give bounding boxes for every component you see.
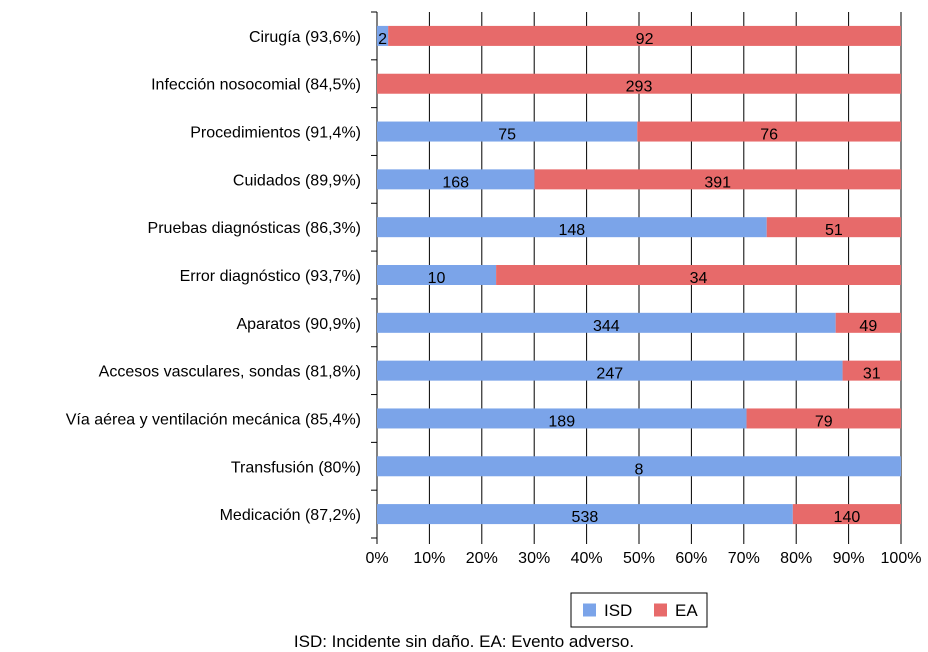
data-label: 293: [626, 79, 653, 96]
bar-segment-ea: [496, 265, 901, 285]
data-label: 31: [863, 366, 881, 383]
bar-segment-isd: [377, 504, 793, 525]
data-label: 34: [690, 270, 708, 287]
bar-segment-isd: [377, 169, 535, 190]
data-label: 2: [378, 31, 387, 48]
data-label: 76: [760, 127, 778, 144]
category-label: Pruebas diagnósticas (86,3%): [148, 220, 361, 237]
bar-segment-ea: [534, 169, 901, 190]
category-label: Error diagnóstico (93,7%): [180, 268, 361, 285]
x-tick-label: 30%: [518, 550, 550, 567]
data-label: 92: [636, 31, 654, 48]
data-label: 148: [559, 222, 586, 239]
legend-label: ISD: [604, 601, 632, 620]
category-label: Cuidados (89,9%): [233, 172, 361, 189]
legend-swatch-isd: [583, 603, 596, 617]
data-label: 168: [442, 174, 469, 191]
bar-segment-ea: [792, 504, 901, 525]
data-label: 391: [704, 174, 731, 191]
bar-segment-ea: [746, 408, 901, 429]
data-label: 75: [498, 127, 516, 144]
x-tick-label: 20%: [466, 550, 498, 567]
category-label: Vía aérea y ventilación mecánica (85,4%): [66, 411, 361, 428]
bar-segment-isd: [377, 25, 389, 46]
x-tick-label: 80%: [780, 550, 812, 567]
data-label: 189: [548, 413, 575, 430]
data-label: 49: [859, 318, 877, 335]
bar-segment-ea: [842, 360, 901, 381]
chart-caption: ISD: Incidente sin daño. EA: Evento adve…: [293, 632, 635, 651]
data-label: 79: [815, 413, 833, 430]
bar-segment-isd: [377, 217, 767, 238]
data-label: 10: [428, 270, 446, 287]
x-tick-label: 50%: [623, 550, 655, 567]
category-label: Aparatos (90,9%): [236, 316, 361, 333]
category-label: Infección nosocomial (84,5%): [151, 77, 361, 94]
bar-segment-ea: [637, 121, 901, 142]
bar-segment-ea: [377, 73, 901, 94]
x-tick-label: 10%: [413, 550, 445, 567]
data-label: 51: [825, 222, 843, 239]
x-tick-label: 100%: [881, 550, 922, 567]
category-label: Accesos vasculares, sondas (81,8%): [99, 364, 361, 381]
legend-swatch-ea: [654, 603, 667, 617]
bar-segment-ea: [835, 312, 901, 333]
category-label: Cirugía (93,6%): [249, 29, 361, 46]
x-tick-label: 70%: [728, 550, 760, 567]
x-tick-label: 60%: [675, 550, 707, 567]
bar-segment-isd: [377, 121, 638, 142]
category-label: Transfusión (80%): [231, 459, 361, 476]
bar-segment-isd: [377, 360, 843, 381]
bar-segment-isd: [377, 265, 497, 285]
x-tick-label: 40%: [571, 550, 603, 567]
bar-segment-isd: [377, 312, 836, 333]
data-label: 140: [834, 509, 861, 526]
bar-segment-isd: [377, 408, 747, 429]
category-label: Medicación (87,2%): [220, 507, 361, 524]
legend-label: EA: [675, 601, 698, 620]
data-label: 247: [596, 366, 623, 383]
bar-segment-ea: [388, 25, 901, 46]
x-tick-label: 0%: [365, 550, 388, 567]
bar-segment-ea: [766, 217, 901, 238]
data-label: 344: [593, 318, 620, 335]
bar-segment-isd: [377, 456, 901, 477]
category-label: Procedimientos (91,4%): [190, 125, 361, 142]
data-label: 538: [572, 509, 599, 526]
data-label: 8: [635, 461, 644, 478]
x-tick-label: 90%: [833, 550, 865, 567]
